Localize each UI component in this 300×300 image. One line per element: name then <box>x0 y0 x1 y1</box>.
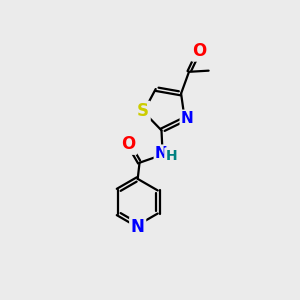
Text: S: S <box>137 102 149 120</box>
Text: N: N <box>155 146 168 161</box>
Text: N: N <box>181 111 194 126</box>
Text: H: H <box>166 149 177 163</box>
Text: O: O <box>193 42 207 60</box>
Text: N: N <box>131 218 145 236</box>
Text: O: O <box>122 135 136 153</box>
